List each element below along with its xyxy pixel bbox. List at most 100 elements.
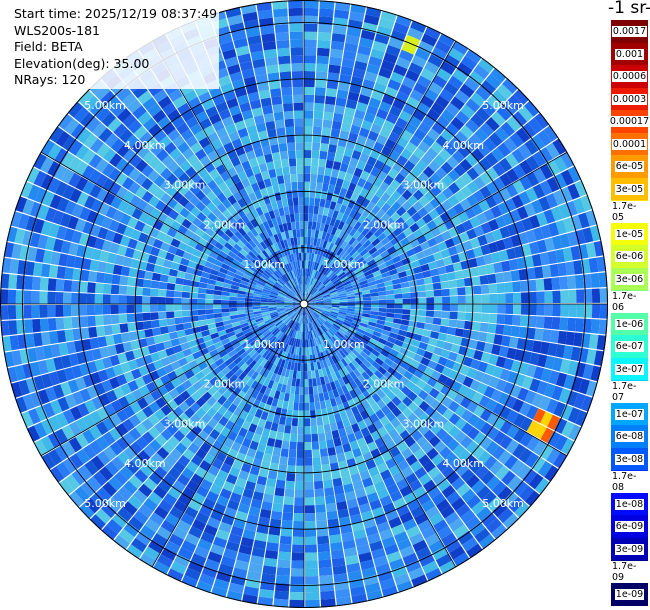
range-bin: [389, 179, 401, 191]
range-bin: [276, 358, 283, 367]
range-bin: [346, 343, 354, 352]
range-bin: [343, 283, 352, 289]
range-bin: [366, 104, 379, 116]
range-bin: [526, 405, 539, 420]
range-bin: [364, 484, 377, 496]
range-bin: [323, 308, 332, 312]
range-bin: [304, 102, 314, 111]
range-bin: [560, 186, 573, 203]
range-bin: [311, 433, 319, 442]
range-bin: [459, 125, 474, 139]
range-bin: [366, 201, 376, 212]
range-bin: [305, 292, 309, 301]
range-bin: [304, 63, 316, 72]
range-bin: [280, 448, 289, 458]
range-bin: [236, 304, 245, 308]
range-bin: [393, 226, 403, 237]
range-bin: [321, 215, 328, 224]
range-bin: [355, 194, 365, 205]
range-bin: [375, 258, 385, 267]
range-bin: [505, 168, 519, 183]
range-bin: [568, 304, 577, 318]
range-bin: [276, 340, 283, 349]
range-bin: [324, 268, 332, 277]
range-bin: [307, 284, 311, 293]
colorbar-tick-label: 0.0003: [611, 93, 648, 105]
range-bin: [469, 459, 483, 474]
range-bin: [493, 262, 503, 273]
info-panel: Start time: 2025/12/19 08:37:49 WLS200s-…: [12, 6, 220, 89]
range-bin: [387, 366, 397, 376]
range-bin: [499, 172, 513, 187]
range-bin: [423, 479, 437, 493]
range-bin: [345, 408, 354, 419]
range-bin: [339, 297, 348, 301]
range-bin: [477, 142, 491, 157]
range-bin: [358, 127, 370, 138]
range-bin: [497, 507, 514, 524]
range-bin: [489, 293, 498, 304]
range-bin: [289, 23, 303, 32]
range-bin: [407, 183, 419, 195]
range-bin: [424, 283, 434, 291]
range-bin: [356, 101, 368, 113]
ray: [307, 304, 607, 351]
range-bin: [348, 341, 357, 349]
range-bin: [187, 560, 204, 574]
range-bin: [280, 408, 288, 418]
range-bin: [513, 89, 530, 105]
ray: [305, 20, 427, 301]
range-bin: [415, 546, 432, 560]
range-bin: [373, 116, 386, 127]
range-bin: [306, 296, 314, 302]
range-bin: [242, 529, 256, 540]
range-bin: [397, 459, 410, 472]
range-bin: [223, 409, 234, 420]
range-bin: [311, 261, 316, 270]
range-bin: [307, 229, 312, 238]
range-bin: [311, 289, 318, 296]
range-bin: [357, 45, 372, 56]
range-bin: [230, 525, 244, 537]
range-bin: [394, 531, 409, 544]
range-bin: [524, 100, 540, 117]
range-bin: [518, 105, 534, 122]
range-bin: [174, 317, 184, 325]
range-bin: [333, 112, 344, 123]
range-bin: [340, 276, 349, 283]
range-bin: [428, 387, 440, 399]
range-bin: [466, 494, 482, 509]
range-bin: [218, 563, 234, 575]
range-bin: [370, 296, 379, 301]
range-bin: [474, 128, 489, 143]
range-bin: [440, 349, 451, 359]
range-bin: [236, 552, 251, 563]
range-bin: [207, 465, 220, 477]
range-bin: [222, 399, 233, 410]
colorbar-tick-label: 1.7e-06: [611, 290, 648, 313]
range-bin: [349, 440, 360, 451]
range-bin: [444, 451, 458, 465]
range-bin: [341, 384, 349, 395]
range-bin: [413, 147, 426, 160]
range-bin: [332, 161, 342, 171]
range-bin: [362, 390, 372, 400]
range-bin: [444, 238, 455, 249]
range-bin: [325, 358, 332, 367]
range-bin: [396, 206, 407, 217]
range-bin: [354, 413, 364, 423]
ray: [307, 305, 598, 397]
range-bin: [527, 279, 537, 292]
range-bin: [304, 307, 306, 316]
range-bin: [573, 393, 586, 410]
range-bin: [407, 195, 419, 206]
range-bin: [419, 224, 431, 235]
range-bin: [304, 481, 314, 490]
range-bin: [376, 208, 386, 219]
range-bin: [497, 304, 506, 314]
range-bin: [330, 293, 339, 297]
range-bin: [223, 379, 233, 390]
range-bin: [375, 218, 385, 229]
range-bin: [368, 364, 378, 374]
range-bin: [379, 495, 393, 507]
